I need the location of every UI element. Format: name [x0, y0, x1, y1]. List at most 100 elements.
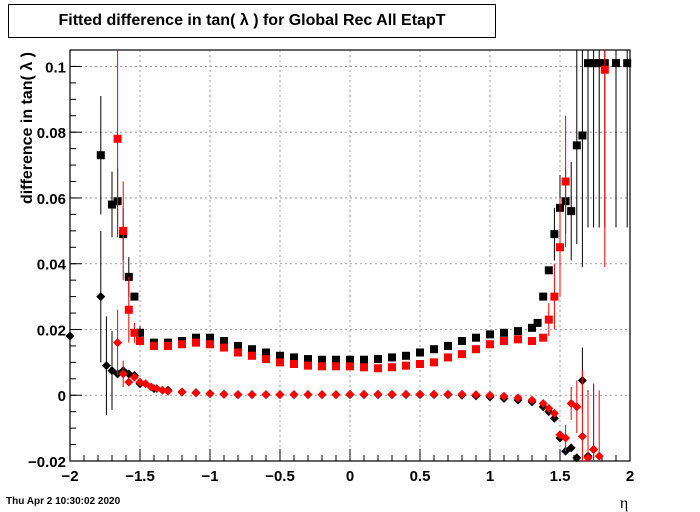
- data-point: [275, 390, 285, 400]
- y-axis-label: difference in tan( λ ): [19, 52, 36, 204]
- data-point: [191, 388, 201, 398]
- data-point: [538, 398, 548, 408]
- data-point: [600, 65, 609, 74]
- data-point: [444, 353, 452, 362]
- data-point: [572, 453, 582, 463]
- data-point: [318, 362, 326, 371]
- data-point: [544, 403, 554, 413]
- data-point: [528, 323, 536, 332]
- data-point: [346, 362, 354, 371]
- data-point: [129, 372, 139, 382]
- data-point: [594, 451, 604, 461]
- data-point: [304, 355, 312, 364]
- data-point: [549, 413, 559, 423]
- data-point: [247, 390, 257, 400]
- data-point: [514, 335, 522, 344]
- data-point: [472, 333, 480, 342]
- data-point: [589, 59, 598, 68]
- data-point: [429, 389, 439, 399]
- data-point: [113, 338, 123, 348]
- data-point: [261, 390, 271, 400]
- data-point: [346, 355, 354, 364]
- data-point: [416, 360, 424, 369]
- data-point: [130, 328, 139, 337]
- data-point: [415, 389, 425, 399]
- data-point: [233, 390, 243, 400]
- data-point: [96, 292, 106, 302]
- data-point: [584, 59, 592, 68]
- x-tick-label: −0.5: [265, 468, 295, 485]
- data-point: [359, 389, 369, 399]
- data-point: [387, 389, 397, 399]
- data-point: [457, 389, 467, 399]
- data-point: [485, 390, 495, 400]
- data-point: [374, 355, 382, 364]
- data-point: [178, 340, 186, 349]
- data-point: [561, 433, 571, 443]
- data-point: [430, 345, 438, 354]
- data-point: [499, 391, 509, 401]
- y-tick-label: 0.06: [37, 191, 66, 208]
- data-point: [528, 336, 536, 345]
- data-point: [566, 443, 576, 453]
- x-tick-label: 1: [486, 468, 494, 485]
- data-point: [373, 389, 383, 399]
- data-point: [471, 390, 481, 400]
- data-point: [556, 243, 564, 252]
- data-point: [303, 390, 313, 400]
- data-point: [612, 59, 620, 68]
- data-point: [276, 358, 284, 367]
- data-point: [290, 360, 298, 369]
- data-point: [401, 389, 411, 399]
- data-point: [192, 338, 200, 347]
- data-point: [486, 330, 494, 339]
- data-point: [360, 363, 368, 372]
- x-tick-label: 2: [626, 468, 634, 485]
- data-point: [583, 453, 593, 463]
- data-point: [101, 361, 111, 371]
- data-point: [177, 387, 187, 397]
- y-tick-label: 0: [58, 388, 66, 405]
- data-point: [443, 389, 453, 399]
- data-point: [514, 327, 522, 336]
- data-point: [623, 59, 632, 68]
- data-point: [472, 345, 480, 354]
- data-point: [220, 336, 228, 345]
- data-point: [136, 336, 144, 345]
- x-tick-label: 0.5: [410, 468, 431, 485]
- data-point: [108, 200, 116, 209]
- data-point: [550, 230, 559, 239]
- y-tick-label: 0.02: [37, 322, 66, 339]
- data-point: [276, 351, 284, 360]
- data-point: [572, 141, 581, 150]
- timestamp: Thu Apr 2 10:30:02 2020: [6, 496, 121, 507]
- data-point: [304, 361, 312, 370]
- data-point: [577, 431, 587, 441]
- data-point: [262, 355, 270, 364]
- data-point: [192, 333, 200, 342]
- data-point: [113, 134, 122, 143]
- data-point: [360, 355, 368, 364]
- data-point: [345, 389, 355, 399]
- data-point: [595, 59, 604, 68]
- data-point: [206, 340, 214, 349]
- data-point: [402, 361, 410, 370]
- data-point: [486, 340, 494, 349]
- data-point: [318, 355, 326, 364]
- data-point: [544, 266, 553, 275]
- x-tick-label: 0: [346, 468, 354, 485]
- data-point: [206, 333, 214, 342]
- data-point: [163, 386, 173, 396]
- data-point: [205, 389, 215, 399]
- data-point: [402, 351, 410, 360]
- x-tick-label: 1.5: [550, 468, 571, 485]
- y-tick-label: −0.02: [28, 454, 66, 471]
- data-point: [262, 348, 270, 357]
- x-tick-label: −1.5: [125, 468, 155, 485]
- y-tick-label: 0.04: [37, 257, 67, 274]
- data-point: [332, 362, 340, 371]
- data-point: [234, 348, 242, 357]
- data-point: [444, 341, 452, 350]
- x-axis-label: η: [620, 495, 628, 512]
